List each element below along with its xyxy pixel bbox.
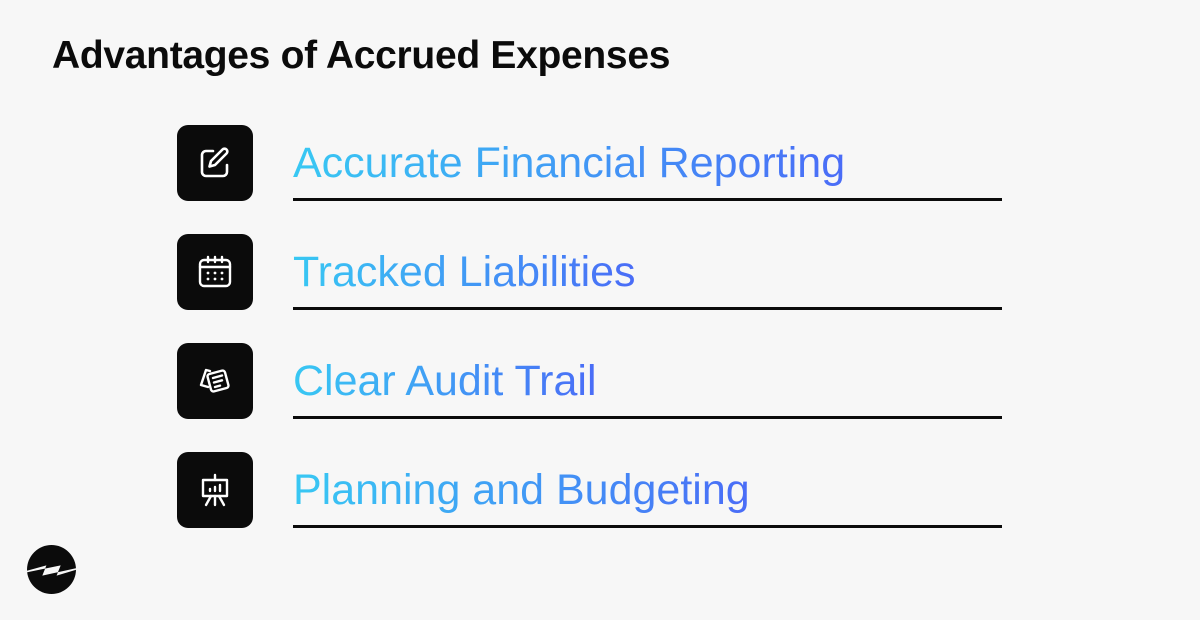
divider: [293, 416, 1002, 419]
divider: [293, 198, 1002, 201]
divider: [293, 525, 1002, 528]
item-label: Clear Audit Trail: [293, 357, 597, 405]
item-label: Planning and Budgeting: [293, 466, 750, 514]
list-item: Tracked Liabilities: [177, 234, 1003, 314]
item-label: Accurate Financial Reporting: [293, 139, 846, 187]
divider: [293, 307, 1002, 310]
calendar-icon: [177, 234, 253, 310]
list-item: Accurate Financial Reporting: [177, 125, 1003, 205]
notes-icon: [177, 343, 253, 419]
edit-icon: [177, 125, 253, 201]
lightning-circle-logo: [26, 544, 77, 595]
item-label: Tracked Liabilities: [293, 248, 636, 296]
list-item: Planning and Budgeting: [177, 452, 1003, 532]
presentation-chart-icon: [177, 452, 253, 528]
list-item: Clear Audit Trail: [177, 343, 1003, 423]
page-title: Advantages of Accrued Expenses: [52, 34, 671, 77]
